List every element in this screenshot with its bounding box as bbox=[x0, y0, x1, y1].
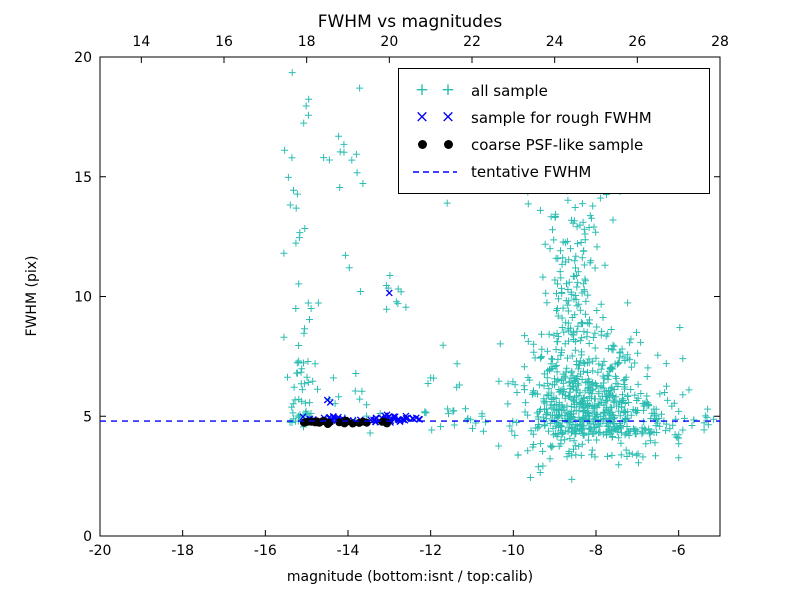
plus-glyph: + bbox=[440, 80, 456, 100]
data-point-dot bbox=[300, 418, 309, 427]
top-tick-label: 16 bbox=[215, 34, 233, 50]
x-tick-label: -18 bbox=[171, 543, 194, 559]
chart-title: FWHM vs magnitudes bbox=[317, 12, 503, 32]
dot-glyph bbox=[417, 140, 427, 149]
x-glyph: × bbox=[414, 107, 430, 127]
x-tick-label: -14 bbox=[337, 543, 360, 559]
y-axis-label: FWHM (pix) bbox=[24, 255, 40, 337]
data-points bbox=[280, 69, 718, 483]
plus-glyph: + bbox=[414, 80, 430, 100]
y-tick-label: 10 bbox=[74, 290, 92, 306]
top-tick-label: 14 bbox=[132, 34, 150, 50]
dot-glyph bbox=[443, 140, 453, 149]
data-point-dot bbox=[359, 417, 368, 426]
y-tick-label: 0 bbox=[83, 529, 92, 545]
x-tick-label: -12 bbox=[419, 543, 442, 559]
y-tick-label: 15 bbox=[74, 170, 92, 186]
legend-item-coarse-psf: coarse PSF-like sample bbox=[409, 131, 699, 158]
data-point-dot bbox=[316, 418, 324, 427]
x-axis-label: magnitude (bottom:isnt / top:calib) bbox=[286, 569, 534, 585]
legend-label: coarse PSF-like sample bbox=[471, 135, 644, 154]
tick-labels: -20 -18 -16 -14 -12 -10 -8 -6 14 16 18 20 22 24 26 28 0 5… bbox=[74, 34, 729, 559]
dot-marker-icon bbox=[409, 140, 461, 149]
y-tick-label: 5 bbox=[83, 409, 92, 425]
data-point-dot bbox=[307, 417, 316, 426]
x-tick-label: -8 bbox=[589, 543, 603, 559]
x-tick-label: -20 bbox=[89, 543, 112, 559]
series-all-sample bbox=[280, 69, 718, 483]
x-tick-label: -10 bbox=[502, 543, 525, 559]
dashed-line-icon bbox=[409, 165, 461, 179]
legend-item-rough-fwhm: × × sample for rough FWHM bbox=[409, 104, 699, 131]
legend: + + all sample × × sample for rough FWHM c… bbox=[398, 68, 710, 194]
y-tick-label: 20 bbox=[74, 50, 92, 66]
x-marker-icon: × × bbox=[409, 109, 461, 126]
top-tick-label: 28 bbox=[711, 34, 729, 50]
plus-marker-icon: + + bbox=[409, 82, 461, 99]
legend-label: sample for rough FWHM bbox=[471, 108, 652, 127]
top-tick-label: 26 bbox=[628, 34, 646, 50]
top-tick-label: 24 bbox=[546, 34, 564, 50]
dashed-line-glyph bbox=[413, 170, 457, 173]
top-tick-label: 20 bbox=[380, 34, 398, 50]
series-sample-for-rough-fwhm bbox=[299, 289, 424, 426]
legend-item-tentative-fwhm: tentative FWHM bbox=[409, 158, 699, 185]
x-tick-label: -16 bbox=[254, 543, 277, 559]
tick-marks bbox=[99, 56, 721, 537]
data-point-dot bbox=[325, 418, 334, 427]
legend-item-all-sample: + + all sample bbox=[409, 77, 699, 104]
x-tick-label: -6 bbox=[672, 543, 686, 559]
top-tick-label: 22 bbox=[463, 34, 481, 50]
top-tick-label: 18 bbox=[298, 34, 316, 50]
legend-label: tentative FWHM bbox=[471, 162, 592, 181]
legend-label: all sample bbox=[471, 81, 548, 100]
data-points bbox=[299, 289, 424, 426]
data-point-dot bbox=[379, 417, 388, 426]
x-glyph: × bbox=[440, 107, 456, 127]
